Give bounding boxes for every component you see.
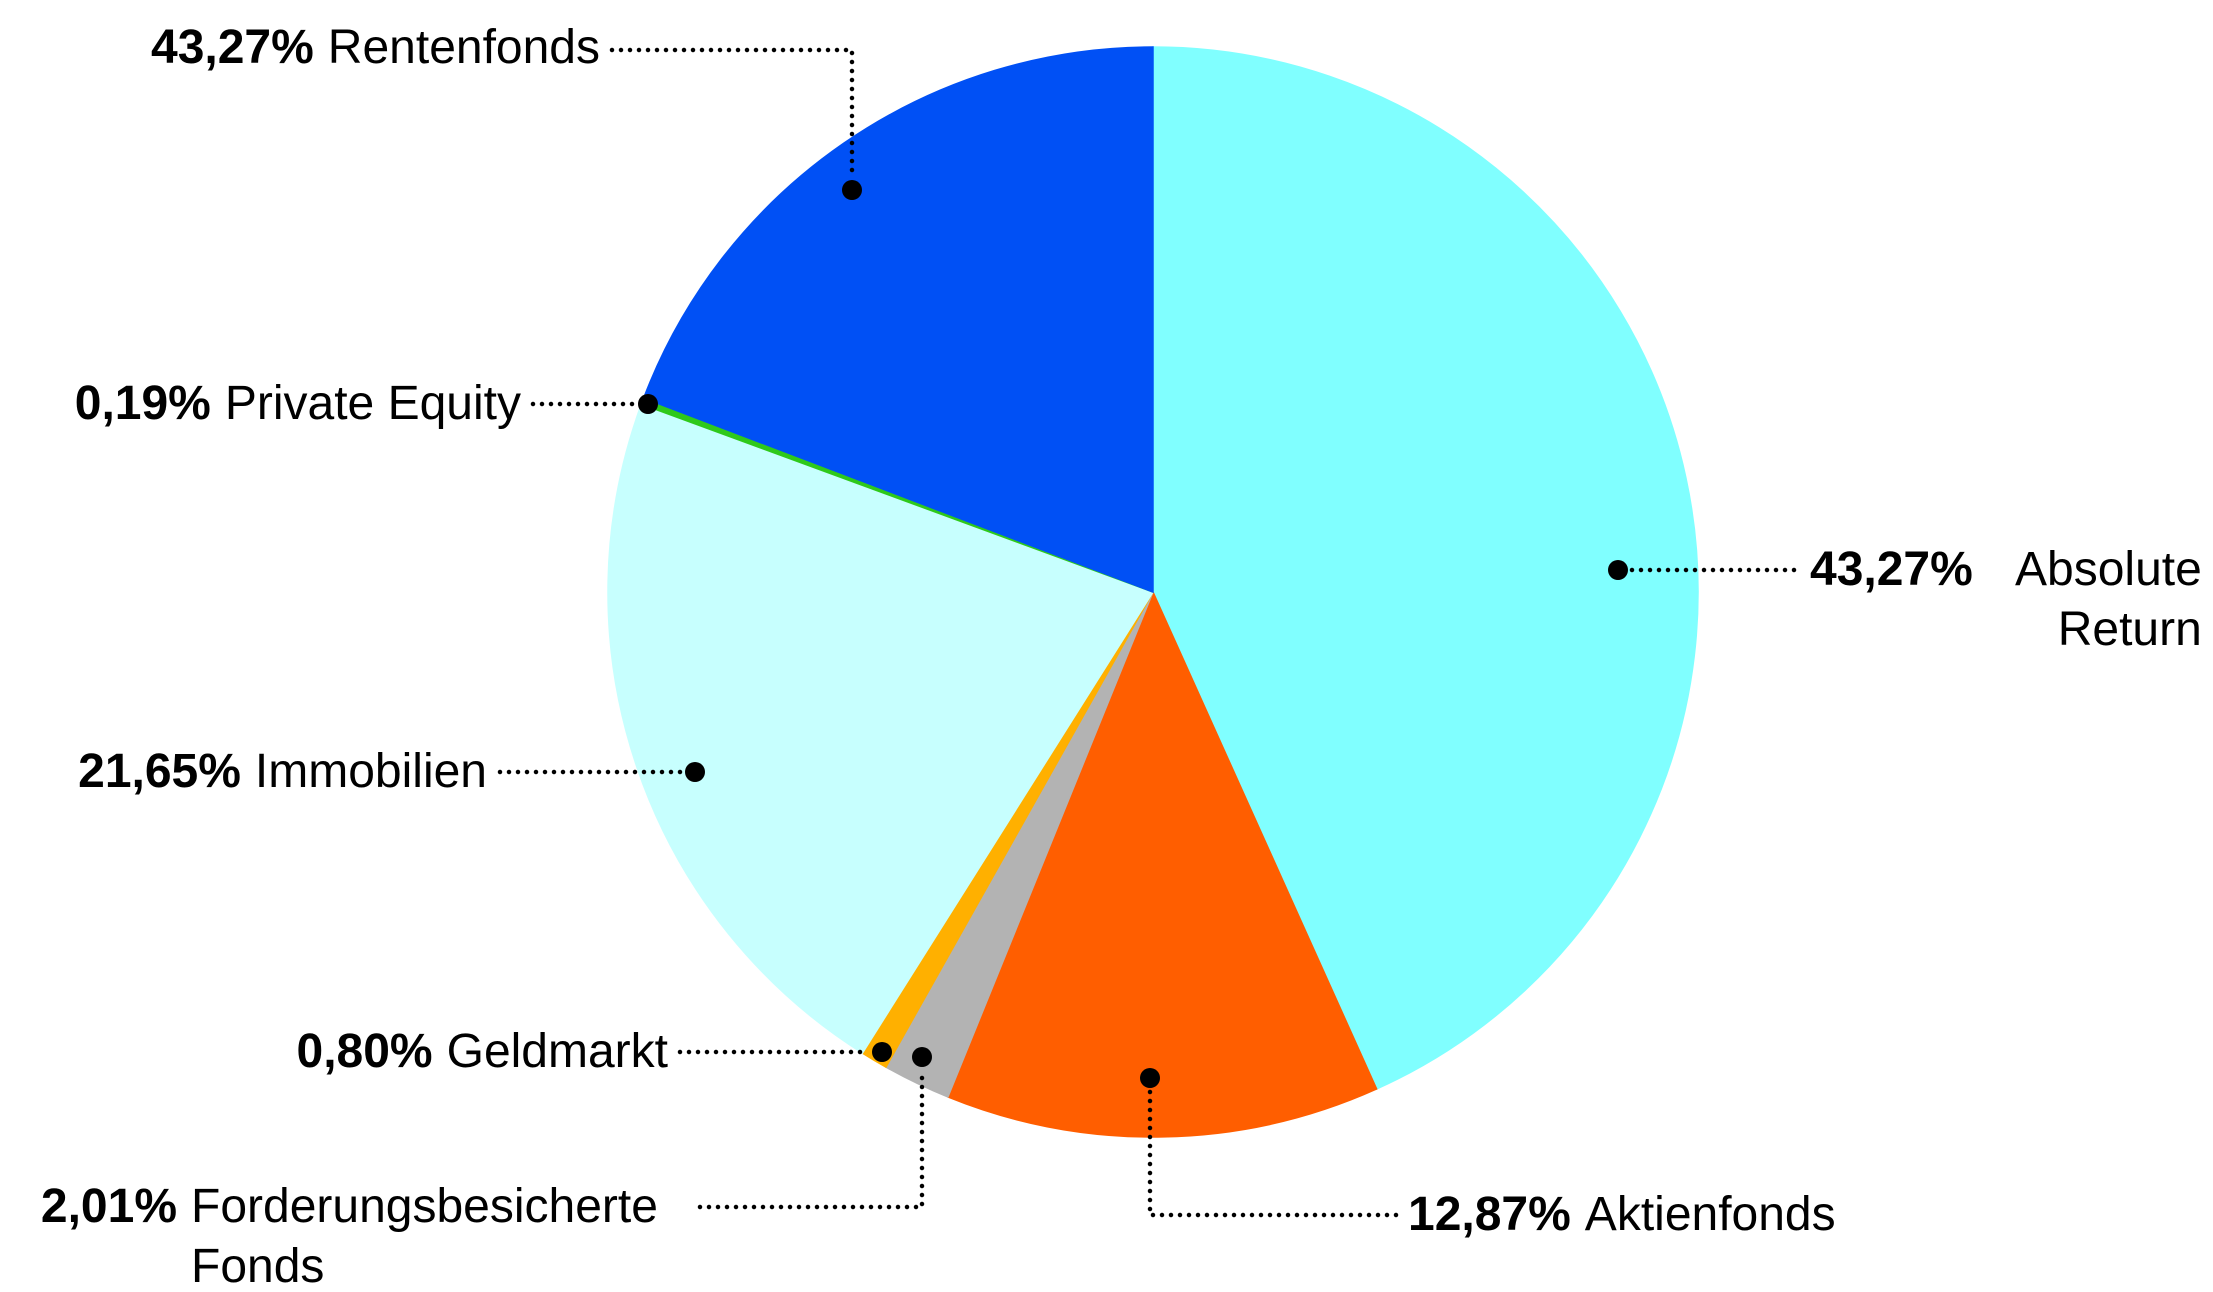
absolute-return-percent: 43,27%: [1810, 543, 1973, 596]
rentenfonds-name: Rentenfonds: [327, 21, 600, 74]
pie-slices: [607, 46, 1699, 1138]
geldmarkt-percent: 0,80%: [296, 1025, 433, 1078]
forderungsbesicherte-fonds-percent: 2,01%: [40, 1180, 177, 1233]
rentenfonds-percent: 43,27%: [151, 21, 314, 74]
callout-leaders: [497, 47, 1803, 1218]
slice-rentenfonds: [642, 46, 1154, 594]
slice-aktienfonds: [946, 590, 1378, 1138]
dot-rentenfonds: [842, 180, 862, 200]
private-equity-percent: 0,19%: [74, 377, 211, 430]
label-private-equity: 0,19% Private Equity: [75, 374, 521, 434]
aktienfonds-percent: 12,87%: [1408, 1188, 1571, 1241]
slice-absolute-return: [1152, 46, 1699, 1090]
label-geldmarkt: 0,80% Geldmarkt: [297, 1022, 669, 1082]
immobilien-percent: 21,65%: [78, 745, 241, 798]
immobilien-name: Immobilien: [254, 745, 487, 798]
label-forderungsbesicherte-fonds: 2,01% Forderungsbesicherte Fonds: [41, 1177, 666, 1292]
dot-geldmarkt: [872, 1042, 892, 1062]
slice-immobilien: [607, 403, 1155, 1055]
absolute-return-name: Absolute Return: [2015, 543, 2202, 657]
dot-private-equity: [638, 394, 658, 414]
dot-absolute-return: [1608, 560, 1628, 580]
label-absolute-return: 43,27% Absolute Return: [1810, 540, 2202, 661]
label-rentenfonds: 43,27% Rentenfonds: [151, 18, 600, 78]
dot-immobilien: [685, 762, 705, 782]
label-immobilien: 21,65% Immobilien: [78, 742, 487, 802]
dot-aktienfonds: [1140, 1068, 1160, 1088]
leader-forderungsbesicherte-fonds: [697, 1067, 925, 1210]
leader-aktienfonds: [1147, 1089, 1401, 1218]
label-aktienfonds: 12,87% Aktienfonds: [1408, 1185, 1836, 1245]
aktienfonds-name: Aktienfonds: [1584, 1188, 1836, 1241]
forderungsbesicherte-fonds-name: Forderungsbesicherte Fonds: [191, 1180, 658, 1292]
geldmarkt-name: Geldmarkt: [446, 1025, 668, 1078]
leader-rentenfonds: [609, 47, 855, 179]
private-equity-name: Private Equity: [224, 377, 521, 430]
dot-forderungsbesicherte-fonds: [912, 1047, 932, 1067]
